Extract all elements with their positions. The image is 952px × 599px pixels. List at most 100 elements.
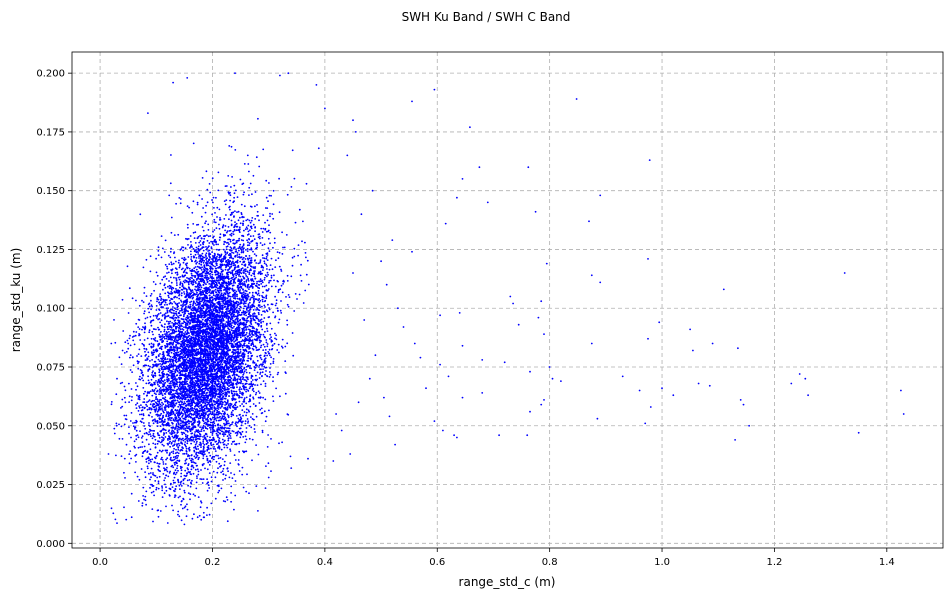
scatter-point [211,386,214,389]
scatter-point [176,296,178,299]
scatter-point [249,235,252,238]
scatter-point [194,438,197,441]
scatter-point [226,242,228,244]
scatter-point [230,485,233,488]
scatter-point [186,223,189,226]
scatter-point [138,378,141,381]
scatter-point [259,235,261,238]
scatter-point [155,317,158,319]
scatter-point [228,218,230,221]
scatter-point [207,461,210,464]
scatter-point [165,458,168,461]
scatter-point [115,393,118,396]
scatter-point [209,400,212,403]
scatter-point [141,406,144,409]
scatter-point [172,452,175,455]
scatter-point [172,262,175,265]
scatter-point [203,429,205,432]
scatter-point [198,304,201,306]
scatter-point [248,244,251,247]
scatter-point [115,454,117,457]
scatter-point [140,370,143,372]
scatter-point [253,428,256,430]
scatter-point [261,254,264,257]
scatter-point [264,306,266,308]
scatter-point [226,413,229,416]
scatter-point [215,454,218,457]
scatter-point [278,265,281,268]
scatter-point [239,351,242,353]
scatter-point [199,244,202,246]
scatter-point [239,390,241,393]
scatter-point [297,254,299,257]
scatter-point [270,327,273,330]
scatter-point [158,360,161,362]
scatter-point [180,299,182,302]
scatter-point [258,320,260,323]
scatter-point [206,489,209,492]
scatter-point [159,293,162,295]
scatter-point [148,331,151,334]
scatter-point [131,396,133,398]
scatter-point [176,271,179,274]
scatter-point [247,378,249,381]
scatter-point [160,299,162,301]
scatter-point [235,390,238,393]
scatter-point [233,200,236,203]
scatter-point [207,264,210,267]
scatter-point [246,244,249,247]
scatter-point [222,435,225,437]
scatter-point [169,405,172,408]
scatter-point [211,213,214,216]
scatter-point [239,216,241,219]
scatter-point [256,210,259,213]
scatter-point [200,478,203,481]
scatter-point [211,242,214,245]
scatter-point [114,341,117,344]
scatter-point [159,510,162,512]
scatter-point [233,473,236,476]
scatter-point [186,205,189,208]
scatter-point [149,315,152,318]
scatter-point [194,231,197,234]
scatter-point [141,502,144,504]
scatter-point [187,277,190,280]
scatter-point [261,279,263,282]
scatter-point [170,231,173,234]
scatter-point [177,513,179,516]
scatter-point [235,276,238,279]
scatter-point [207,223,210,226]
scatter-point [239,348,242,351]
scatter-point [161,401,163,404]
scatter-point [158,342,161,345]
scatter-point [165,414,168,416]
scatter-point [143,432,146,435]
scatter-point [128,432,130,435]
scatter-point [134,471,137,474]
scatter-point [251,327,254,329]
scatter-point [191,289,194,292]
scatter-point [245,275,248,277]
scatter-point [236,336,239,339]
scatter-point [275,334,277,337]
scatter-point [237,301,240,304]
scatter-point [227,238,229,241]
scatter-point [170,311,173,314]
scatter-point [153,399,156,402]
scatter-point [265,370,267,372]
scatter-point [238,237,241,240]
scatter-point [258,165,261,168]
scatter-point [147,433,150,436]
scatter-point [262,343,265,346]
scatter-point [243,353,246,356]
scatter-point [227,470,230,473]
scatter-point [180,469,183,472]
scatter-point [169,355,172,358]
scatter-point [234,266,237,269]
scatter-point [176,378,178,380]
scatter-point [223,200,226,203]
scatter-point [218,447,221,450]
scatter-point [153,392,156,395]
scatter-point [213,229,216,231]
scatter-point [245,382,248,385]
